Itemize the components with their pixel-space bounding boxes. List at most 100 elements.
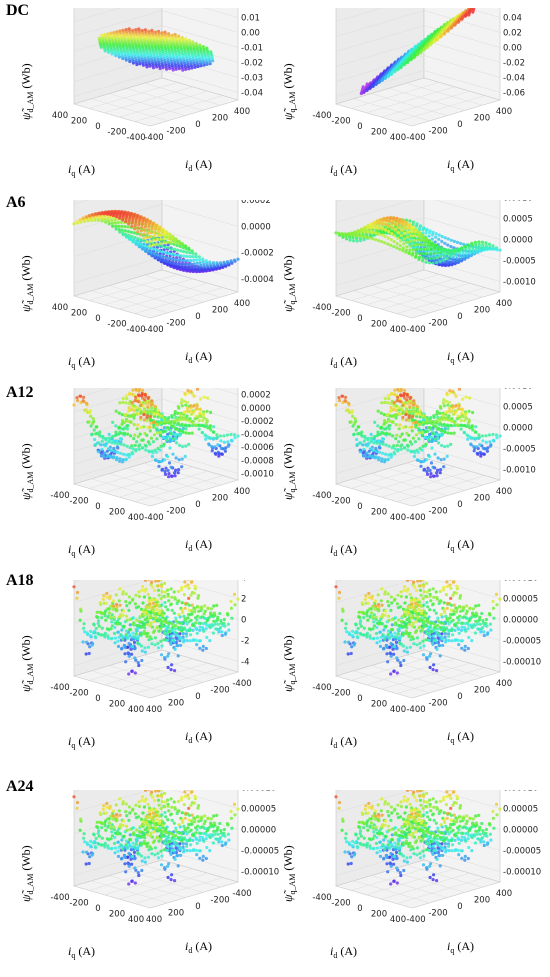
- front-axis-tick-label: 200: [71, 117, 87, 127]
- z-tick-label: -0.06: [503, 89, 525, 99]
- front-axis-label: iq (A): [68, 734, 95, 750]
- surface-points: [359, 8, 476, 96]
- z-tick-label: -0.00010: [241, 868, 279, 878]
- surface-plot-a12-psi-q: 0.00100.00050.0000-0.0005-0.0010-400-200…: [272, 388, 542, 563]
- surface-points: [72, 209, 240, 274]
- z-tick-label: 0.00005: [503, 595, 538, 605]
- front-axis-label: id (A): [330, 944, 357, 960]
- z-tick-label: 0.00000: [503, 826, 538, 836]
- z-tick-label: 0.06: [503, 8, 522, 9]
- z-tick-label: 0.0000: [241, 404, 271, 414]
- front-axis-tick-label: -200: [331, 899, 350, 909]
- front-axis-tick-label: -200: [107, 128, 126, 138]
- front-axis-tick-label: 400: [128, 705, 144, 715]
- z-tick-label: -0.0010: [241, 469, 274, 479]
- front-axis-label: id (A): [330, 542, 357, 558]
- surface-plot-svg: 0.020.010.00-0.01-0.02-0.03-0.044002000-…: [19, 8, 263, 178]
- right-axis-tick-label: 200: [212, 494, 228, 504]
- front-axis-label: iq (A): [68, 944, 95, 960]
- z-tick-label: 0.0002: [241, 391, 271, 401]
- z-tick-label: 0.00010: [503, 790, 538, 794]
- front-axis-tick-label: -200: [69, 497, 88, 507]
- front-axis-tick-label: -400: [312, 303, 331, 313]
- right-axis-tick-label: -400: [232, 679, 251, 689]
- z-tick-label: -0.0010: [503, 278, 536, 288]
- right-axis-tick-label: 0: [457, 312, 462, 322]
- z-tick-label: 0.00005: [503, 805, 538, 815]
- front-axis-tick-label: 200: [371, 700, 387, 710]
- z-axis-label: ψ̃d_AM (Wb): [19, 255, 35, 312]
- front-axis-tick-label: 0: [357, 314, 362, 324]
- front-axis-label: id (A): [330, 734, 357, 750]
- front-axis-tick-label: -400: [126, 133, 145, 143]
- surface-plot-svg: 0.00010 0.00005 0.00000 -0.00005 -0.00010 -40…: [281, 580, 541, 750]
- row-label-a24: A24: [6, 778, 34, 795]
- z-tick-label: -0.0002: [241, 417, 274, 427]
- right-axis-tick-label: -400: [406, 705, 425, 715]
- floor-pane: [72, 77, 240, 127]
- z-tick-label: -0.04: [241, 89, 263, 99]
- front-axis-tick-label: -200: [331, 117, 350, 127]
- right-axis-tick-label: 0: [195, 500, 200, 510]
- front-axis-tick-label: 400: [128, 513, 144, 523]
- right-axis-tick-label: 0: [457, 902, 462, 912]
- z-tick-label: 0.0000: [241, 222, 271, 232]
- z-tick-label: 0.00: [503, 44, 522, 54]
- z-tick-label: 0.0005: [503, 403, 533, 413]
- front-axis-tick-label: 0: [95, 694, 100, 704]
- right-axis-tick-label: 400: [496, 299, 512, 309]
- right-axis-tick-label: 0: [195, 312, 200, 322]
- surface-plot-a6-psi-q: 0.00100.00050.0000-0.0005-0.0010-400-200…: [272, 200, 542, 375]
- right-axis-label: id (A): [185, 729, 212, 745]
- z-tick-label: 0.00005: [241, 805, 276, 815]
- z-tick-label: -0.00010: [503, 868, 541, 878]
- surface-plot-svg: 0.00100.00050.0000-0.0005-0.0010-400-200…: [281, 388, 536, 558]
- surface-plot-svg: 0.00100.00050.0000-0.0005-0.0010-400-200…: [281, 200, 536, 370]
- z-tick-label: 0.02: [241, 8, 260, 9]
- right-axis-tick-label: 400: [496, 487, 512, 497]
- right-axis-label: iq (A): [447, 157, 474, 173]
- front-axis-tick-label: -400: [50, 491, 69, 501]
- front-axis-label: iq (A): [68, 162, 95, 178]
- front-axis-tick-label: 0: [357, 904, 362, 914]
- z-tick-label: 0.04: [503, 14, 522, 24]
- z-tick-label: -4: [241, 658, 249, 668]
- z-tick-label: 0.0000: [503, 424, 533, 434]
- z-tick-label: -0.0002: [241, 249, 274, 259]
- z-tick-label: -0.04: [503, 74, 525, 84]
- front-axis-tick-label: 200: [371, 910, 387, 920]
- z-tick-label: -2: [241, 637, 249, 647]
- floor-pane: [72, 649, 240, 699]
- right-axis-tick-label: -200: [428, 319, 447, 329]
- floor-pane: [334, 859, 502, 909]
- right-axis-tick-label: 400: [496, 107, 512, 117]
- row-label-a6: A6: [6, 194, 26, 211]
- right-axis-label: id (A): [185, 349, 212, 365]
- right-axis-label: id (A): [185, 939, 212, 955]
- front-axis-tick-label: -200: [69, 689, 88, 699]
- surface-points: [97, 27, 215, 72]
- row-label-a12: A12: [6, 384, 34, 401]
- right-axis-label: iq (A): [447, 729, 474, 745]
- z-tick-label: -0.0010: [503, 466, 536, 476]
- surface-plot-svg: 0.00020.0000-0.0002-0.00044002000-200-40…: [19, 200, 274, 370]
- right-axis-tick-label: 400: [234, 107, 250, 117]
- surface-plot-a24-psi-d: 0.00010 0.00005 0.00000 -0.00005 -0.00010 -40…: [10, 790, 280, 965]
- right-axis-tick-label: 400: [234, 487, 250, 497]
- front-axis-tick-label: 200: [109, 508, 125, 518]
- front-axis-tick-label: 200: [109, 700, 125, 710]
- front-axis-label: id (A): [330, 162, 357, 178]
- front-axis-tick-label: 0: [95, 314, 100, 324]
- right-axis-tick-label: -200: [428, 909, 447, 919]
- z-axis-label: ψ̃q_AM (Wb): [281, 635, 297, 692]
- surface-points: [72, 790, 240, 886]
- right-axis-tick-label: -400: [406, 915, 425, 925]
- z-tick-label: 4: [241, 580, 246, 584]
- z-tick-label: -0.0004: [241, 275, 274, 285]
- surface-plot-svg: 0.060.040.020.00-0.02-0.04-0.06-400-2000…: [281, 8, 525, 178]
- right-axis-tick-label: 0: [195, 692, 200, 702]
- surface-plot-a6-psi-d: 0.0002 0.0000 -0.0002 -0.0004 400 200 0 -200 -40…: [10, 200, 280, 375]
- floor-pane: [334, 457, 502, 507]
- right-axis-tick-label: -400: [232, 889, 251, 899]
- front-axis-tick-label: -400: [312, 893, 331, 903]
